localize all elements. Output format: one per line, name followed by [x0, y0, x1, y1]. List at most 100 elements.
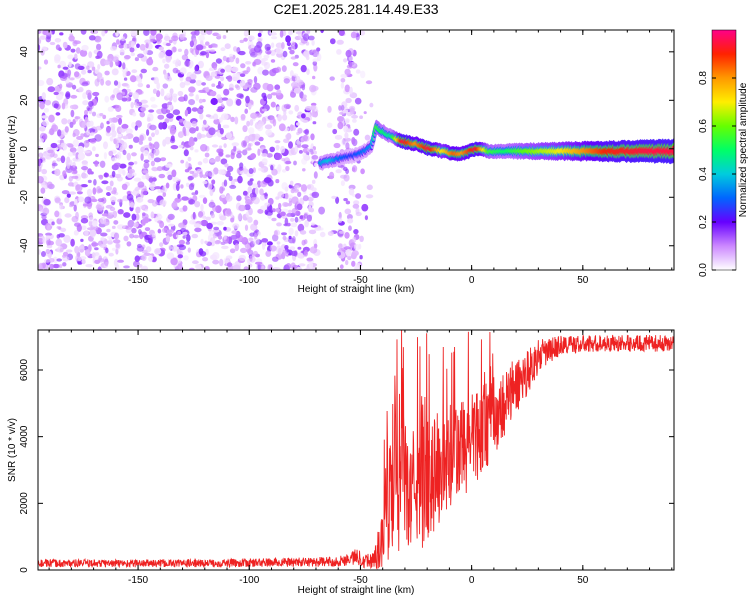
- noise-blob: [279, 30, 284, 38]
- noise-blob: [130, 30, 138, 36]
- noise-blob: [348, 61, 353, 68]
- snr-ticks: -150 -100 -50 0 50 0 2000 4000 6000: [19, 330, 674, 586]
- noise-blob: [295, 75, 301, 83]
- noise-blob: [250, 87, 258, 93]
- noise-blob: [135, 213, 140, 221]
- x-tick-label: 0: [469, 275, 475, 286]
- noise-blob: [257, 208, 264, 214]
- noise-blob: [269, 245, 277, 252]
- noise-blob: [235, 57, 240, 64]
- colorbar: 0.0 0.2 0.4 0.6 0.8 Normalized spectral ampl…: [698, 29, 749, 277]
- noise-blob: [333, 142, 341, 149]
- noise-blob: [247, 263, 253, 268]
- noise-blob: [41, 120, 49, 127]
- noise-blob: [117, 209, 124, 215]
- noise-blob: [252, 237, 260, 246]
- noise-blob: [292, 188, 299, 193]
- noise-blob: [244, 204, 251, 211]
- noise-blob: [54, 197, 61, 204]
- noise-blob: [141, 188, 148, 196]
- noise-blob: [290, 56, 297, 60]
- noise-blob: [212, 252, 220, 260]
- noise-blob: [210, 71, 217, 78]
- noise-blob: [303, 154, 311, 161]
- noise-blob: [289, 49, 295, 55]
- noise-blob: [111, 157, 117, 162]
- noise-blob: [332, 128, 338, 135]
- noise-blob: [236, 195, 242, 202]
- noise-blob: [41, 169, 47, 173]
- noise-blob: [88, 216, 94, 222]
- noise-blob: [172, 177, 180, 183]
- noise-blob: [167, 213, 175, 220]
- noise-blob: [311, 222, 315, 226]
- noise-blob: [140, 68, 147, 74]
- noise-blob: [130, 52, 136, 57]
- noise-blob: [94, 160, 99, 167]
- noise-blob: [158, 46, 164, 51]
- noise-blob: [153, 148, 160, 156]
- noise-blob: [42, 133, 48, 140]
- noise-blob: [38, 158, 42, 167]
- noise-blob: [302, 134, 308, 142]
- noise-blob: [283, 138, 290, 144]
- noise-blob: [139, 111, 146, 118]
- noise-blob: [105, 247, 109, 254]
- noise-blob: [117, 198, 124, 203]
- noise-blob: [38, 262, 44, 270]
- noise-blob: [282, 50, 288, 58]
- noise-blob: [219, 186, 224, 194]
- noise-blob: [121, 97, 128, 102]
- noise-blob: [226, 98, 234, 107]
- noise-blob: [292, 73, 299, 77]
- noise-blob: [298, 31, 303, 39]
- noise-blob: [129, 47, 135, 53]
- noise-blob: [311, 187, 317, 192]
- noise-blob: [338, 211, 342, 220]
- noise-blob: [168, 76, 172, 80]
- noise-blob: [93, 179, 97, 186]
- noise-blob: [92, 220, 98, 227]
- noise-blob: [283, 109, 287, 116]
- noise-blob: [311, 85, 319, 92]
- noise-blob: [156, 166, 163, 172]
- noise-blob: [251, 183, 259, 189]
- noise-blob: [337, 121, 344, 130]
- noise-blob: [134, 125, 138, 131]
- noise-blob: [233, 46, 238, 52]
- noise-blob: [231, 66, 239, 73]
- noise-blob: [288, 110, 294, 115]
- noise-blob: [56, 226, 62, 229]
- noise-blob: [177, 231, 182, 235]
- noise-blob: [269, 31, 277, 35]
- noise-blob: [276, 222, 282, 227]
- noise-blob: [81, 173, 88, 179]
- noise-blob: [144, 208, 149, 212]
- noise-blob: [359, 115, 363, 119]
- noise-blob: [345, 168, 349, 175]
- noise-blob: [296, 144, 302, 149]
- noise-blob: [165, 42, 171, 47]
- noise-blob: [207, 183, 213, 190]
- noise-blob: [178, 144, 184, 148]
- noise-blob: [109, 180, 114, 187]
- noise-blob: [166, 252, 175, 260]
- noise-blob: [78, 86, 84, 93]
- noise-blob: [299, 91, 304, 99]
- noise-blob: [222, 55, 227, 62]
- noise-blob: [267, 93, 273, 100]
- noise-blob: [121, 183, 128, 190]
- noise-blob: [66, 193, 71, 198]
- noise-blob: [243, 30, 250, 37]
- noise-blob: [223, 235, 227, 240]
- noise-blob: [142, 212, 146, 217]
- noise-blob: [247, 186, 252, 194]
- noise-blob: [194, 65, 198, 72]
- noise-blob: [113, 258, 119, 267]
- noise-blob: [175, 183, 180, 191]
- noise-blob: [205, 216, 211, 221]
- noise-blob: [66, 143, 73, 147]
- y-tick-label: 0: [19, 146, 30, 152]
- noise-blob: [250, 223, 258, 231]
- noise-blob: [206, 266, 210, 270]
